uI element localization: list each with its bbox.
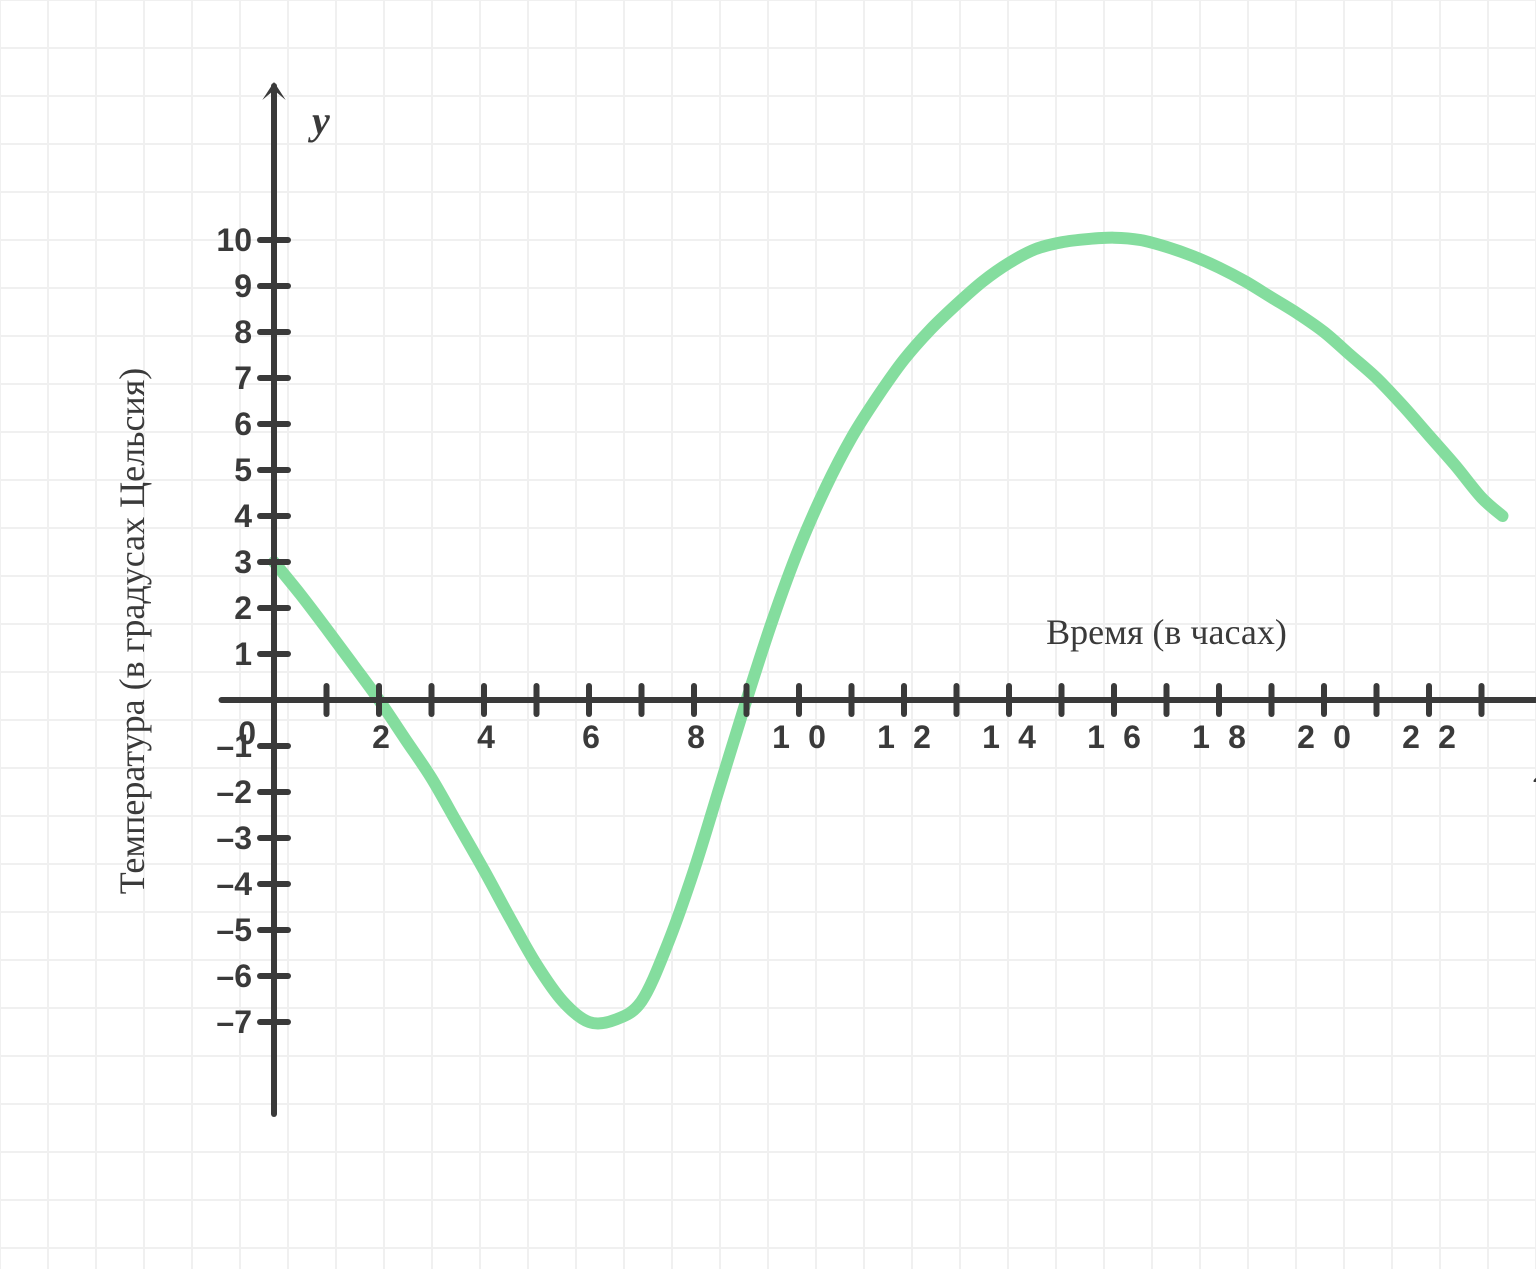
y-tick-label: 4 bbox=[234, 498, 252, 534]
x-tick-label: 1 bbox=[772, 719, 790, 755]
x-tick-label: 2 bbox=[1438, 719, 1456, 755]
y-tick-label: –6 bbox=[216, 958, 252, 994]
x-tick-label: 2 bbox=[1402, 719, 1420, 755]
x-tick-label: 8 bbox=[1228, 719, 1246, 755]
y-tick-label: 5 bbox=[234, 452, 252, 488]
x-tick-label: 0 bbox=[1333, 719, 1351, 755]
x-tick-label: 4 bbox=[477, 719, 495, 755]
y-tick-label: –1 bbox=[216, 728, 252, 764]
x-tick-label: 1 bbox=[877, 719, 895, 755]
y-tick-label: 9 bbox=[234, 268, 252, 304]
x-axis-title: Время (в часах) bbox=[1046, 612, 1287, 652]
x-tick-label: 1 bbox=[1192, 719, 1210, 755]
y-tick-label: 10 bbox=[216, 222, 252, 258]
y-tick-label: –3 bbox=[216, 820, 252, 856]
y-axis-label: y bbox=[308, 98, 330, 143]
x-tick-label: 2 bbox=[1297, 719, 1315, 755]
temperature-chart: 2468101214161820220–7–6–5–4–3–2–11234567… bbox=[0, 0, 1536, 1269]
x-tick-label: 1 bbox=[982, 719, 1000, 755]
x-tick-label: 1 bbox=[1087, 719, 1105, 755]
y-tick-label: 7 bbox=[234, 360, 252, 396]
x-tick-label: 2 bbox=[913, 719, 931, 755]
y-tick-label: –5 bbox=[216, 912, 252, 948]
x-tick-label: 0 bbox=[808, 719, 826, 755]
y-tick-label: 2 bbox=[234, 590, 252, 626]
y-tick-label: 1 bbox=[234, 636, 252, 672]
y-tick-label: 8 bbox=[234, 314, 252, 350]
chart-svg: 2468101214161820220–7–6–5–4–3–2–11234567… bbox=[0, 0, 1536, 1269]
y-tick-label: 6 bbox=[234, 406, 252, 442]
y-axis-title: Температура (в градусах Цельсия) bbox=[112, 368, 152, 895]
x-tick-label: 4 bbox=[1018, 719, 1036, 755]
x-tick-label: 6 bbox=[582, 719, 600, 755]
x-tick-label: 8 bbox=[687, 719, 705, 755]
y-tick-label: –7 bbox=[216, 1004, 252, 1040]
x-tick-label: 2 bbox=[372, 719, 390, 755]
y-tick-label: –4 bbox=[216, 866, 252, 902]
x-tick-label: 6 bbox=[1123, 719, 1141, 755]
y-tick-label: –2 bbox=[216, 774, 252, 810]
y-tick-label: 3 bbox=[234, 544, 252, 580]
